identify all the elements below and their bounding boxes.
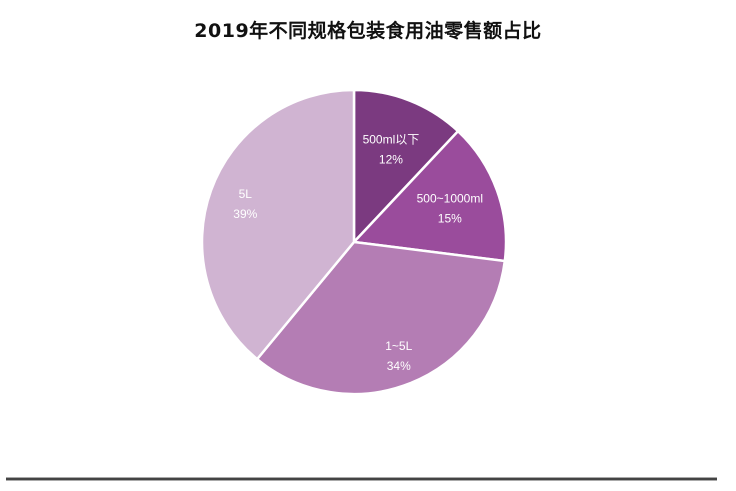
slice-value-label: 15% — [438, 212, 462, 226]
slice-label: 500~1000ml — [417, 192, 483, 206]
slice-value-label: 34% — [387, 359, 411, 373]
slice-value-label: 39% — [233, 207, 257, 221]
pie-slice-1 — [351, 129, 508, 263]
slice-label: 1~5L — [385, 339, 412, 353]
slice-label: 500ml以下 — [363, 133, 420, 147]
slice-value-label: 12% — [379, 153, 403, 167]
slice-label: 5L — [239, 187, 253, 201]
bottom-divider — [6, 477, 717, 481]
chart-title: 2019年不同规格包装食用油零售额占比 — [194, 20, 542, 42]
pie-slice-0 — [352, 88, 460, 246]
pie-slice-3 — [200, 88, 356, 361]
pie-slice-2 — [255, 240, 507, 396]
